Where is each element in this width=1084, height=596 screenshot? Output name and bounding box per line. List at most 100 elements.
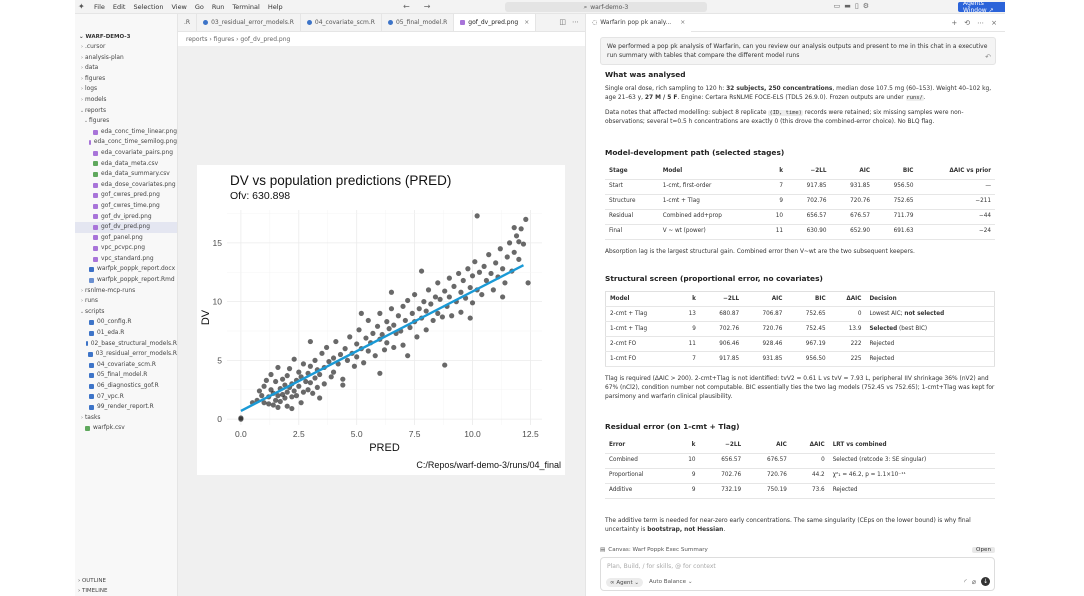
close-chat-tab-icon[interactable]: × (680, 19, 686, 26)
tree-file[interactable]: warfpk_poppk_report.Rmd (75, 275, 177, 286)
menu-selection[interactable]: Selection (133, 2, 164, 11)
table-row: Combined 10 656.57 676.57 0 Selected (retcode… (605, 453, 995, 469)
menu-edit[interactable]: Edit (112, 2, 126, 11)
table-cell: 656.57 (787, 209, 831, 225)
tab-final-model[interactable]: 05_final_model.R (382, 14, 455, 31)
back-arrow-icon[interactable]: ← (403, 2, 410, 11)
tree-file[interactable]: 07_vpc.R (75, 392, 177, 403)
tab-partial-r[interactable]: .R (178, 14, 198, 31)
agent-mode-dropdown[interactable]: ∞ Agent ⌄ (606, 578, 643, 587)
tree-file[interactable]: gof_cwres_pred.png (75, 190, 177, 201)
close-tab-icon[interactable]: × (524, 18, 530, 26)
timeline-section[interactable]: › TIMELINE (78, 588, 108, 594)
new-chat-icon[interactable]: + (951, 18, 958, 27)
data-point (502, 280, 508, 286)
menu-go[interactable]: Go (194, 2, 204, 11)
toggle-panel-icon[interactable]: ▬ (844, 2, 851, 10)
tree-folder[interactable]: › models (75, 95, 177, 106)
menu-view[interactable]: View (171, 2, 187, 11)
data-point (423, 327, 429, 333)
toggle-sidebar-icon[interactable]: ▭ (833, 2, 841, 10)
agents-window-button[interactable]: Agents Window ↗ (958, 0, 1009, 14)
chevron-right-icon: › (81, 298, 83, 305)
tree-file[interactable]: eda_conc_time_linear.png (75, 127, 177, 138)
tree-file[interactable]: vpc_pcvpc.png (75, 243, 177, 254)
command-search-box[interactable]: ⌕ warf-demo-3 (505, 2, 707, 12)
tab-covariate-scm[interactable]: 04_covariate_scm.R (301, 14, 382, 31)
tree-file[interactable]: 04_covariate_scm.R (75, 360, 177, 371)
menu-file[interactable]: File (94, 2, 105, 11)
tree-file[interactable]: 00_config.R (75, 317, 177, 328)
data-point (483, 277, 490, 284)
tree-folder[interactable]: ⌄ scripts (75, 307, 177, 318)
tree-file[interactable]: eda_data_summary.csv (75, 169, 177, 180)
user-message[interactable]: We performed a pop pk analysis of Warfar… (600, 37, 996, 65)
r-file-icon (89, 330, 94, 336)
tree-file[interactable]: 03_residual_error_models.R (75, 349, 177, 360)
open-canvas-button[interactable]: Open (972, 547, 995, 553)
explorer-root-label: WARF-DEMO-3 (85, 34, 131, 40)
tree-folder[interactable]: › figures (75, 74, 177, 85)
tree-file[interactable]: gof_dv_pred.png (75, 222, 177, 233)
send-button[interactable]: ↓ (981, 577, 990, 586)
tree-file[interactable]: 01_eda.R (75, 328, 177, 339)
chat-input-box[interactable]: Plan, Build, / for skills, @ for context… (600, 557, 995, 591)
data-point (259, 393, 265, 399)
chat-input-placeholder: Plan, Build, / for skills, @ for context (607, 563, 716, 570)
tree-file[interactable]: eda_covariate_pairs.png (75, 148, 177, 159)
chat-more-icon[interactable]: ⋯ (977, 18, 985, 27)
tree-folder[interactable]: ⌄ figures (75, 116, 177, 127)
breadcrumb[interactable]: reports › figures › gof_dv_pred.png (186, 36, 291, 43)
chat-tab[interactable]: ◌ Warfarin pop pk analy... × (586, 13, 692, 32)
data-point (238, 415, 244, 421)
tree-file[interactable]: 05_final_model.R (75, 370, 177, 381)
settings-gear-icon[interactable]: ⚙ (862, 2, 869, 10)
tree-file[interactable]: warfpk.csv (75, 423, 177, 434)
tree-folder[interactable]: › analysis-plan (75, 53, 177, 64)
explorer-root[interactable]: ⌄ WARF-DEMO-3 (79, 34, 131, 40)
tree-folder[interactable]: › tasks (75, 413, 177, 424)
toggle-chat-icon[interactable]: ▯ (854, 2, 859, 10)
tree-item-label: figures (89, 118, 110, 125)
tree-folder[interactable]: › runs (75, 296, 177, 307)
canvas-attachment[interactable]: ▤ Canvas: Warf Poppk Exec Summary Open (600, 545, 995, 555)
tab-gof-dv-pred[interactable]: gof_dv_pred.png × (454, 14, 537, 31)
tree-file[interactable]: vpc_standard.png (75, 254, 177, 265)
section-title-structural: Structural screen (proportional error, n… (605, 274, 823, 283)
column-header: BIC (874, 164, 918, 180)
tree-file[interactable]: gof_dv_ipred.png (75, 212, 177, 223)
tree-file[interactable]: 06_diagnostics_gof.R (75, 381, 177, 392)
tab-residual-error-models[interactable]: 03_residual_error_models.R (197, 14, 301, 31)
tree-file[interactable]: eda_data_meta.csv (75, 159, 177, 170)
tree-file[interactable]: 02_base_structural_models.R (75, 339, 177, 350)
menu-run[interactable]: Run (211, 2, 225, 11)
attach-icon[interactable]: ⌀ (971, 577, 976, 586)
tree-file[interactable]: gof_panel.png (75, 233, 177, 244)
outline-section[interactable]: › OUTLINE (78, 578, 106, 584)
tree-file[interactable]: eda_conc_time_semilog.png (75, 137, 177, 148)
analysed-paragraph-1: Single oral dose, rich sampling to 120 h… (605, 85, 997, 103)
tree-item-label: runs (85, 298, 98, 305)
tree-folder[interactable]: › logs (75, 84, 177, 95)
tree-folder[interactable]: ⌄ reports (75, 106, 177, 117)
table-cell: Additive (605, 483, 675, 499)
tree-file[interactable]: gof_cwres_time.png (75, 201, 177, 212)
split-editor-icon[interactable]: ◫ (559, 18, 566, 26)
data-point (303, 378, 309, 385)
history-icon[interactable]: ⟲ (964, 18, 971, 27)
forward-arrow-icon[interactable]: → (423, 2, 431, 11)
menu-help[interactable]: Help (267, 2, 283, 11)
assistant-response: What was analysed Single oral dose, rich… (605, 70, 997, 550)
close-panel-icon[interactable]: × (991, 18, 997, 27)
tree-file[interactable]: 99_render_report.R (75, 402, 177, 413)
tree-file[interactable]: warfpk_poppk_report.docx (75, 264, 177, 275)
tree-folder[interactable]: › .cursor (75, 42, 177, 53)
chart-caption: C:/Repos/warf-demo-3/runs/04_final (416, 460, 561, 470)
revert-icon[interactable]: ↶ (985, 53, 991, 61)
model-select-dropdown[interactable]: Auto Balance ⌄ (649, 579, 693, 585)
menu-terminal[interactable]: Terminal (232, 2, 260, 11)
tree-folder[interactable]: › data (75, 63, 177, 74)
more-actions-icon[interactable]: ⋯ (572, 18, 579, 26)
tree-file[interactable]: eda_dose_covariates.png (75, 180, 177, 191)
tree-folder[interactable]: › rsnlme-mcp-runs (75, 286, 177, 297)
